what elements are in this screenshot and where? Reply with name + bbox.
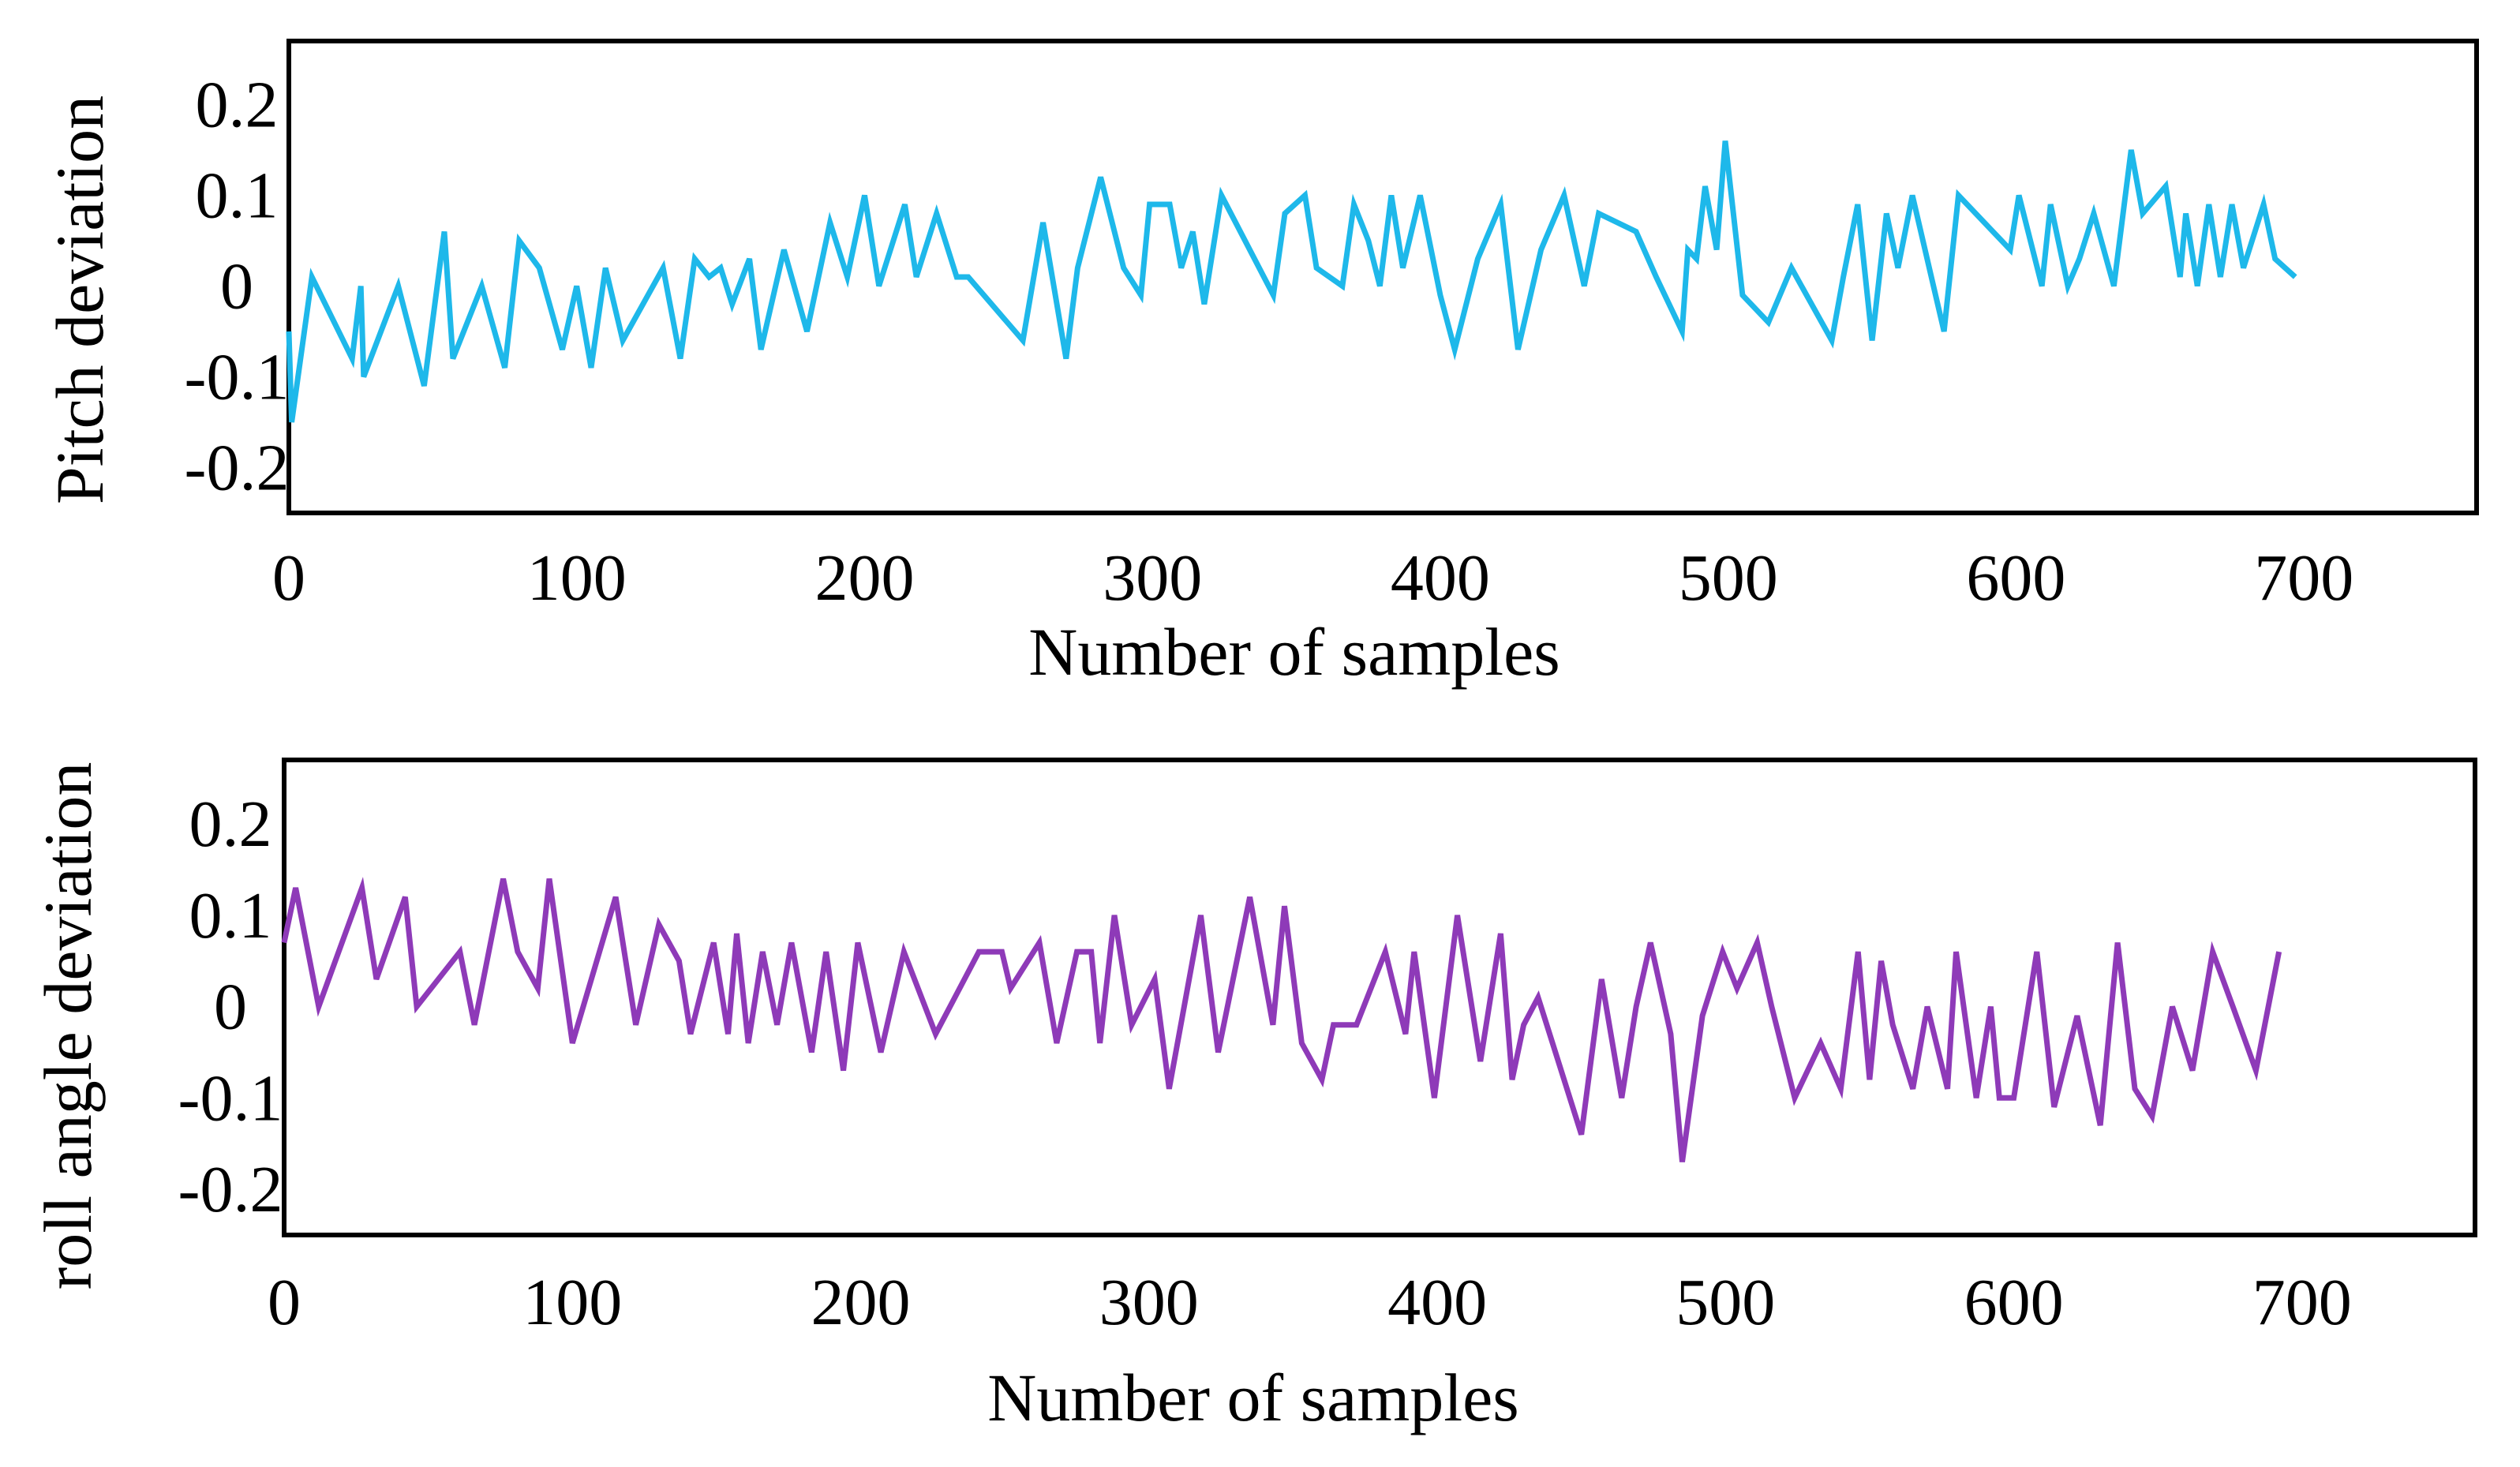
pitch-y-tick-labels: 0.2 0.1 0 -0.1 -0.2 xyxy=(185,69,290,505)
roll-x-tick-label: 500 xyxy=(1676,1266,1775,1339)
roll-y-axis-label: roll angle deviation xyxy=(30,762,106,1290)
roll-series-line xyxy=(281,877,2282,1162)
pitch-plot-frame xyxy=(286,39,2479,515)
pitch-y-tick-label: -0.2 xyxy=(185,432,290,505)
pitch-y-tick-label: -0.1 xyxy=(185,341,290,414)
roll-x-tick-label: 200 xyxy=(811,1266,911,1339)
pitch-y-tick-label: 0.2 xyxy=(196,69,279,142)
pitch-y-tick-label: 0.1 xyxy=(196,159,279,233)
pitch-x-tick-label: 700 xyxy=(2254,541,2353,615)
pitch-series-layer xyxy=(286,140,2297,423)
roll-x-tick-label: 0 xyxy=(268,1266,301,1339)
roll-x-tick-label: 700 xyxy=(2252,1266,2352,1339)
pitch-series-line xyxy=(286,140,2297,423)
pitch-x-tick-label: 200 xyxy=(815,541,915,615)
pitch-x-tick-label: 100 xyxy=(527,541,627,615)
pitch-x-tick-label: 500 xyxy=(1679,541,1778,615)
roll-chart: 0.2 0.1 0 -0.1 -0.2 0 100 200 300 400 500 600 700 N… xyxy=(30,758,2477,1435)
pitch-x-tick-label: 400 xyxy=(1391,541,1490,615)
roll-y-tick-label: 0.1 xyxy=(189,879,272,952)
roll-y-tick-label: 0 xyxy=(214,971,247,1044)
pitch-x-tick-label: 0 xyxy=(272,541,305,615)
pitch-y-tick-label: 0 xyxy=(220,250,253,324)
roll-y-tick-labels: 0.2 0.1 0 -0.1 -0.2 xyxy=(178,788,283,1226)
pitch-chart: 0.2 0.1 0 -0.1 -0.2 0 100 200 300 400 500 600 700 N… xyxy=(42,39,2479,690)
roll-x-tick-labels: 0 100 200 300 400 500 600 700 xyxy=(268,1266,2352,1339)
pitch-x-tick-label: 600 xyxy=(1966,541,2065,615)
roll-series-layer xyxy=(281,877,2282,1162)
roll-x-tick-label: 600 xyxy=(1964,1266,2064,1339)
roll-x-tick-label: 400 xyxy=(1387,1266,1487,1339)
pitch-y-axis-label: Pitch deviation xyxy=(42,95,118,504)
pitch-x-tick-label: 300 xyxy=(1103,541,1202,615)
roll-y-tick-label: -0.2 xyxy=(178,1153,283,1226)
roll-x-tick-label: 100 xyxy=(522,1266,622,1339)
pitch-x-axis-label: Number of samples xyxy=(1028,614,1560,690)
roll-y-tick-label: 0.2 xyxy=(189,788,272,861)
roll-y-tick-label: -0.1 xyxy=(178,1061,283,1135)
roll-x-axis-label: Number of samples xyxy=(987,1360,1519,1435)
roll-x-tick-label: 300 xyxy=(1099,1266,1199,1339)
roll-plot-frame xyxy=(282,758,2477,1237)
pitch-x-tick-labels: 0 100 200 300 400 500 600 700 xyxy=(272,541,2353,615)
